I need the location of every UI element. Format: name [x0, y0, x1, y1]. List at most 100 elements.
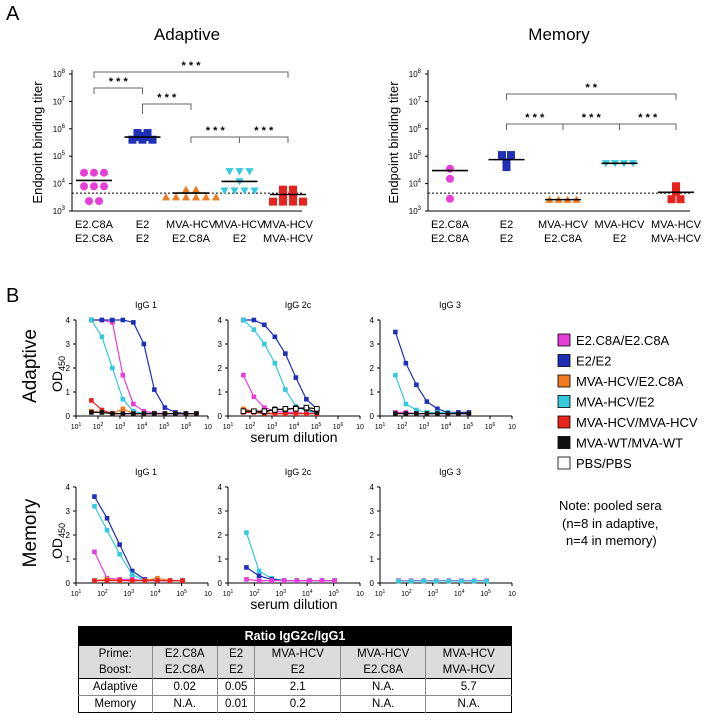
data-point: [502, 163, 511, 172]
x-tick-label: 103: [124, 589, 135, 598]
data-point: [408, 578, 414, 584]
data-point: [293, 411, 299, 416]
table-cell: 0.2: [254, 695, 341, 713]
y-tick-label: 0: [218, 579, 223, 588]
data-point: [143, 129, 152, 138]
y-tick-label: 2: [370, 531, 375, 540]
table-cell: E2: [216, 646, 255, 662]
x-tick-label: MVA-HCV: [166, 219, 217, 231]
significance-bracket: [93, 71, 289, 78]
x-tick-label: 102: [245, 422, 256, 431]
table-cell: E2.C8A: [151, 646, 218, 662]
data-point: [279, 197, 287, 206]
data-point: [676, 195, 685, 204]
x-tick-label: MVA-HCV: [263, 233, 314, 245]
data-point: [240, 408, 247, 414]
table-cell: E2.C8A: [339, 662, 426, 679]
table-cell: 0.05: [216, 678, 255, 696]
subplot-title: IgG 1: [135, 300, 157, 310]
series-line: [394, 331, 469, 413]
x-tick-label: 10: [204, 424, 212, 431]
legend-swatch: [557, 395, 571, 408]
x-tick-label: MVA-HCV: [651, 233, 702, 245]
legend-swatch: [557, 374, 571, 388]
x-tick-label: 103: [115, 422, 126, 431]
data-point: [141, 411, 147, 416]
y-tick-label: 4: [66, 316, 71, 325]
legend-swatch: [557, 415, 571, 429]
data-point: [466, 411, 472, 416]
data-point: [262, 322, 267, 328]
y-tick-label: 3: [218, 507, 223, 516]
significance-label: * * *: [638, 112, 658, 124]
data-point: [100, 182, 108, 191]
x-tick-label: 102: [401, 589, 412, 598]
significance-bracket: [93, 87, 143, 94]
subplot-title: IgG 2c: [285, 300, 312, 310]
x-tick-label: E2: [136, 219, 149, 231]
y-axis-label: OD450: [49, 356, 67, 392]
legend-note: (n=8 in adaptive,: [562, 516, 658, 531]
data-point: [120, 411, 126, 416]
table-cell: MVA-HCV: [254, 646, 341, 662]
data-point: [250, 187, 259, 195]
significance-bracket: [239, 136, 289, 143]
y-tick-label: 4: [218, 316, 223, 325]
data-point: [289, 185, 297, 194]
data-point: [241, 372, 246, 378]
y-tick-label: 103: [53, 206, 66, 216]
data-point: [393, 372, 398, 378]
data-point: [403, 360, 409, 366]
data-point: [99, 410, 105, 415]
y-tick-label: 105: [409, 151, 422, 161]
legend-label: MVA-HCV/E2: [576, 395, 655, 410]
data-point: [99, 317, 105, 323]
data-point: [120, 406, 126, 412]
y-tick-label: 105: [53, 151, 66, 161]
data-point: [262, 341, 267, 347]
data-point: [304, 396, 309, 402]
data-point: [92, 503, 97, 509]
x-tick-label: 105: [328, 589, 339, 598]
x-tick-label: E2.C8A: [75, 233, 114, 245]
x-tick-label: 101: [223, 422, 234, 431]
data-point: [80, 182, 88, 191]
y-tick-label: 106: [409, 124, 422, 134]
data-point: [89, 317, 94, 323]
x-tick-label: MVA-HCV: [215, 219, 266, 231]
data-point: [225, 168, 234, 176]
significance-label: * * *: [582, 112, 602, 124]
legend-label: MVA-HCV/E2.C8A: [576, 374, 684, 389]
x-tick-label: E2: [613, 233, 626, 245]
y-tick-label: 107: [53, 96, 66, 106]
data-point: [332, 578, 337, 583]
y-tick-label: 0: [370, 579, 375, 588]
data-point: [120, 396, 126, 402]
significance-label: * *: [585, 82, 597, 94]
data-point: [446, 194, 454, 203]
ratio-table: Ratio IgG2c/IgG1 Prime: E2.C8A E2 MVA-HC…: [78, 626, 512, 713]
panel-title: Memory: [528, 25, 590, 44]
table-cell: E2: [216, 662, 255, 679]
data-point: [173, 411, 178, 416]
x-tick-label: E2: [500, 233, 513, 245]
table-cell: N.A.: [425, 695, 512, 713]
panel-label-a: A: [6, 3, 20, 25]
legend-label: MVA-HCV/MVA-HCV: [576, 415, 698, 430]
data-point: [269, 578, 274, 583]
data-point: [272, 411, 278, 416]
y-tick-label: 106: [53, 124, 66, 134]
data-point: [192, 193, 200, 201]
data-point: [120, 317, 126, 323]
data-point: [138, 131, 147, 140]
x-tick-label: 106: [485, 422, 496, 431]
data-point: [240, 187, 249, 195]
data-point: [283, 387, 288, 392]
significance-label: * * *: [109, 76, 129, 88]
data-point: [261, 408, 268, 414]
y-axis-label: Endpoint binding titer: [386, 81, 401, 204]
x-tick-label: 103: [428, 589, 439, 598]
x-tick-label: 101: [71, 422, 82, 431]
y-tick-label: 1: [370, 388, 375, 397]
